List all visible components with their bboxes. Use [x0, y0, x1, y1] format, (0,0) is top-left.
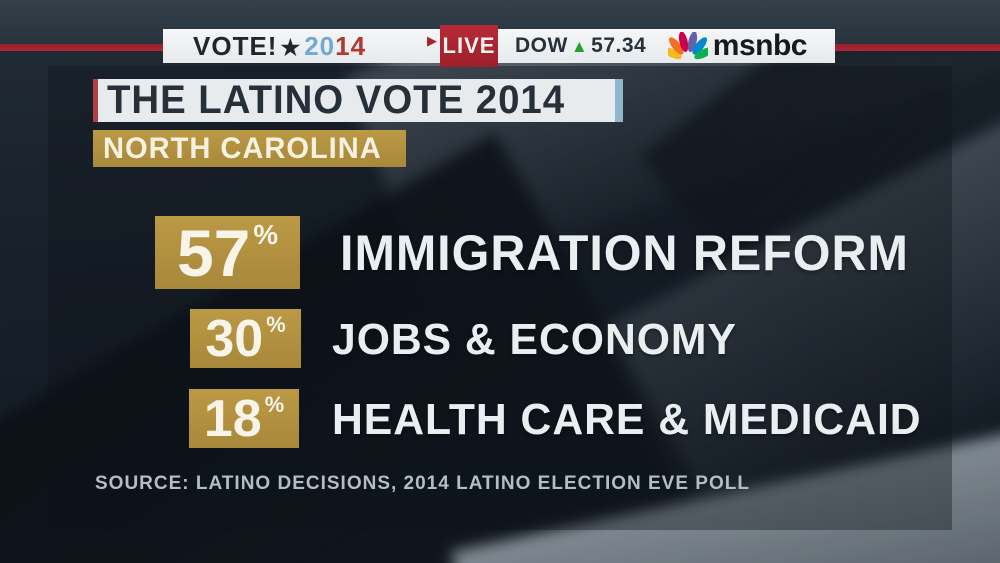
- up-triangle-icon: ▲: [570, 37, 589, 56]
- play-arrow-icon: ▶: [427, 33, 437, 48]
- percent-sign: %: [253, 219, 279, 251]
- vote-label: VOTE!: [193, 31, 278, 61]
- stat-value-box: 18%: [189, 389, 299, 448]
- dow-change-value: 57.34: [591, 34, 647, 57]
- percent-sign: %: [264, 391, 285, 417]
- stat-label: HEALTH CARE & MEDICAID: [332, 395, 922, 444]
- vote-2014-bug: VOTE! ★ 2014: [193, 29, 366, 63]
- year-14: 14: [335, 31, 367, 61]
- stat-value-box: 57%: [155, 215, 300, 290]
- page-title: THE LATINO VOTE 2014: [107, 78, 566, 122]
- stat-label: JOBS & ECONOMY: [332, 315, 737, 364]
- ticker-bar: VOTE! ★ 2014 ▶ LIVE DOW ▲ 57.34 msnbc: [163, 25, 835, 67]
- dow-ticker: DOW ▲ 57.34: [515, 29, 646, 63]
- stat-value-box: 30%: [190, 309, 301, 368]
- star-icon: ★: [280, 35, 302, 60]
- nbc-peacock-icon: [667, 31, 708, 59]
- percent-sign: %: [266, 311, 286, 337]
- msnbc-wordmark: msnbc: [712, 29, 808, 62]
- msnbc-brand: msnbc: [667, 29, 808, 63]
- stat-label: IMMIGRATION REFORM: [340, 225, 909, 281]
- live-badge: LIVE: [440, 25, 498, 67]
- state-subtitle: NORTH CAROLINA: [103, 131, 382, 165]
- title-bar: THE LATINO VOTE 2014: [93, 78, 623, 122]
- dow-label: DOW: [515, 34, 568, 57]
- stat-value: 57: [176, 215, 251, 290]
- live-label: LIVE: [442, 33, 496, 58]
- subtitle-bar: NORTH CAROLINA: [93, 130, 407, 167]
- source-attribution: SOURCE: LATINO DECISIONS, 2014 LATINO EL…: [95, 473, 750, 494]
- year-20: 20: [304, 31, 336, 61]
- stat-value: 18: [203, 389, 262, 448]
- stat-value: 30: [205, 309, 264, 368]
